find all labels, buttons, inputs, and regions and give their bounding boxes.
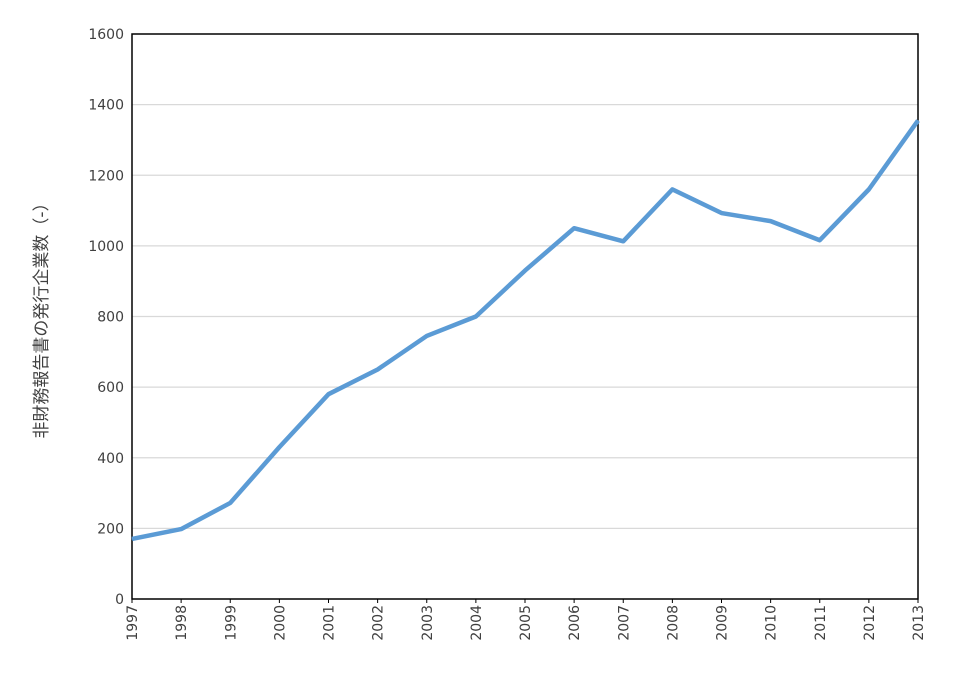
y-tick-label: 200 (97, 521, 124, 537)
x-tick-label: 2000 (272, 605, 288, 641)
data-point (131, 538, 133, 540)
y-axis-ticks: 0 200 400 600 800 1000 1200 1400 1600 (88, 27, 124, 608)
data-point (622, 240, 624, 242)
y-axis-label: 非財務報告書の発行企業数（-） (32, 194, 52, 438)
x-tick-label: 1997 (125, 605, 141, 641)
data-point (328, 393, 329, 395)
data-point (573, 227, 575, 229)
x-axis-ticks: 1997 1998 1999 2000 2001 2002 2003 2004 2005 2006… (125, 599, 927, 641)
series-line (131, 119, 920, 542)
data-point (819, 239, 821, 241)
data-point (671, 188, 673, 190)
y-tick-label: 1400 (88, 98, 124, 114)
data-point (180, 528, 182, 530)
x-tick-label: 2003 (420, 605, 436, 641)
y-tick-label: 0 (115, 592, 124, 608)
x-tick-label: 1999 (223, 605, 239, 641)
y-tick-label: 400 (97, 451, 124, 467)
y-tick-label: 1600 (88, 27, 124, 43)
x-tick-label: 1998 (174, 605, 190, 641)
y-tick-label: 1200 (88, 168, 124, 184)
x-tick-label: 2012 (862, 605, 878, 641)
data-point (229, 502, 231, 504)
data-point (475, 316, 477, 317)
data-point (868, 188, 870, 190)
gridlines (132, 104, 918, 529)
x-tick-label: 2006 (567, 605, 583, 641)
x-tick-label: 2005 (518, 605, 534, 641)
series-layer (131, 119, 920, 542)
data-point (524, 270, 526, 272)
y-tick-label: 1000 (88, 239, 124, 255)
x-tick-label: 2007 (616, 605, 632, 641)
data-point (278, 446, 280, 448)
data-point (426, 335, 428, 337)
y-tick-label: 600 (97, 380, 124, 396)
x-tick-label: 2008 (665, 605, 681, 641)
data-point (917, 120, 919, 122)
x-tick-label: 2011 (813, 605, 829, 641)
data-point (721, 212, 722, 214)
y-tick-label: 800 (97, 310, 124, 326)
x-tick-label: 2009 (715, 605, 731, 641)
x-tick-label: 2010 (764, 605, 780, 641)
x-tick-label: 2004 (469, 605, 485, 641)
x-tick-label: 2001 (322, 605, 338, 641)
data-point (770, 220, 772, 222)
data-point (377, 368, 379, 370)
x-tick-label: 2002 (371, 605, 387, 641)
x-tick-label: 2013 (911, 605, 927, 641)
